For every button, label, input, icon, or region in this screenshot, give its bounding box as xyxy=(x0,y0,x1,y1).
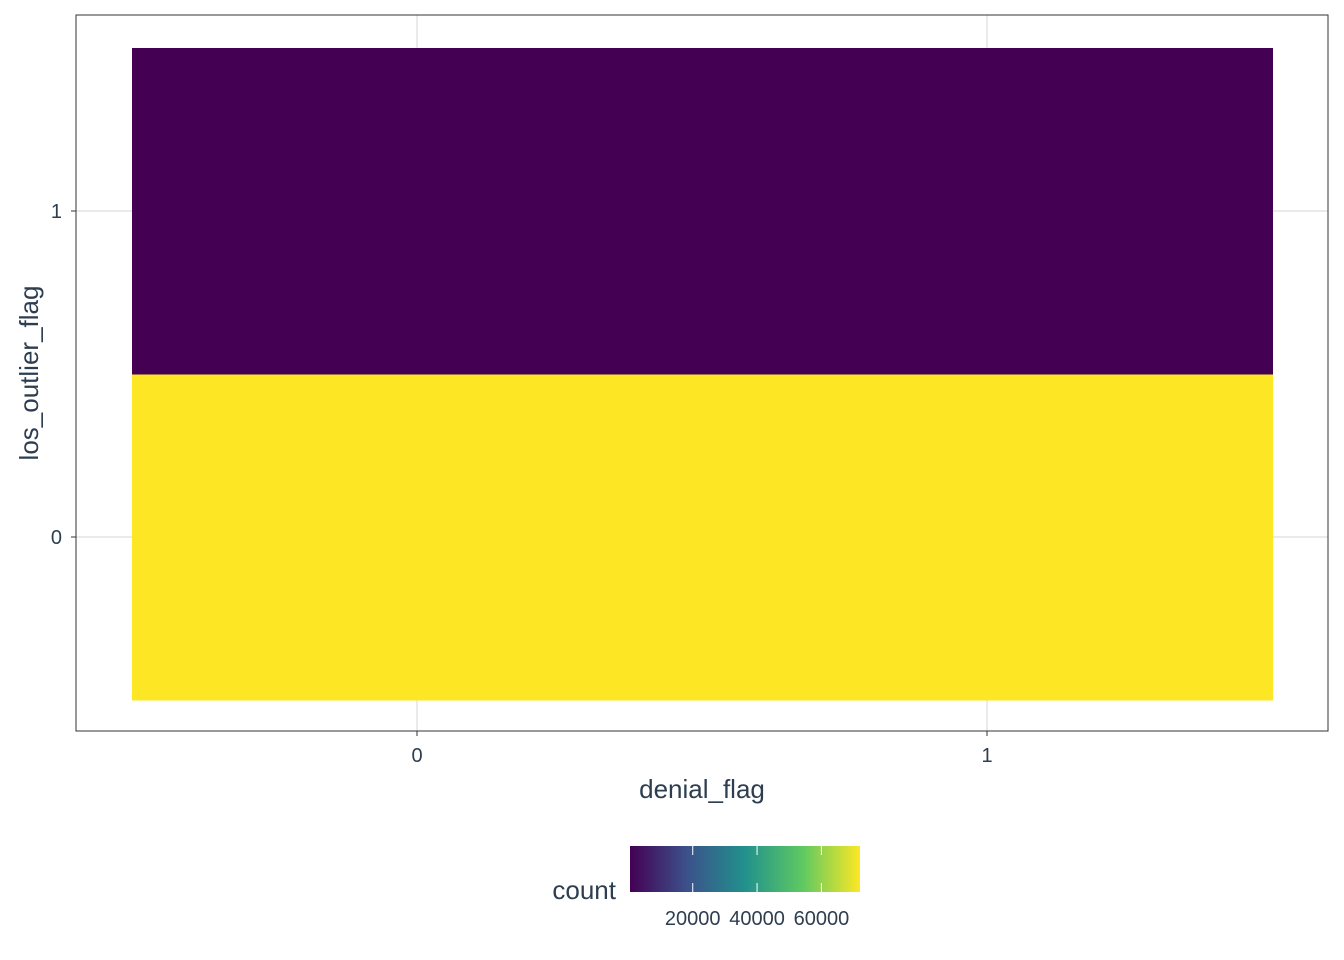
tile-x1-y0 xyxy=(702,374,1273,701)
tile-x0-y0 xyxy=(132,374,703,701)
x-tick-label: 0 xyxy=(411,745,422,767)
legend-title: count xyxy=(552,875,616,905)
y-axis-title: los_outlier_flag xyxy=(14,286,44,461)
colorbar-legend: count 20000 40000 60000 xyxy=(552,846,860,930)
y-tick-label: 1 xyxy=(51,201,62,223)
colorbar-tick-label: 20000 xyxy=(665,908,721,930)
colorbar-tick-label: 60000 xyxy=(794,908,850,930)
tile-x0-y1 xyxy=(132,48,703,375)
heatmap-tiles xyxy=(132,48,1273,701)
y-axis-ticks: 01 xyxy=(51,201,76,549)
x-axis-title: denial_flag xyxy=(639,774,765,804)
colorbar xyxy=(630,846,860,892)
x-tick-label: 1 xyxy=(981,745,992,767)
y-tick-label: 0 xyxy=(51,527,62,549)
colorbar-tick-label: 40000 xyxy=(729,908,785,930)
tile-x1-y1 xyxy=(702,48,1273,375)
